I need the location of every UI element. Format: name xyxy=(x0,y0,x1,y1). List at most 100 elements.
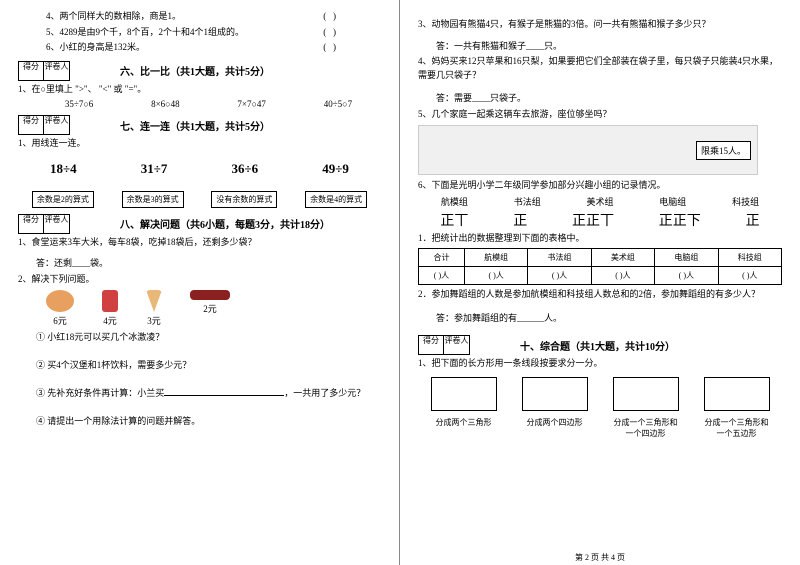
tf-q6: 6、小红的身高是132米。( ) xyxy=(18,41,381,55)
grader-cell: 评卷人 xyxy=(44,115,70,135)
rect-shape xyxy=(704,377,770,411)
icecream-icon xyxy=(146,290,162,312)
grp: 书法组 xyxy=(514,195,541,208)
q6: 6、下面是光明小学二年级同学参加部分兴趣小组的记录情况。 xyxy=(418,179,782,193)
food-item: 6元 xyxy=(46,290,74,327)
table-row: ( )人 ( )人 ( )人 ( )人 ( )人 ( )人 xyxy=(419,267,782,285)
grp: 航模组 xyxy=(441,195,468,208)
th: 美术组 xyxy=(591,249,654,267)
opt: 8×6○48 xyxy=(151,99,180,109)
expr: 36÷6 xyxy=(232,161,259,177)
sec8-q2: 2、解决下列问题。 xyxy=(18,273,381,287)
tally: 正丅 xyxy=(440,210,468,230)
tf-q4: 4、两个同样大的数相除，商是1。 ( ) xyxy=(18,10,381,24)
q4-ans: 答：需要____只袋子。 xyxy=(418,92,782,106)
grader-cell: 评卷人 xyxy=(44,214,70,234)
q6-sub2: 2．参加舞蹈组的人数是参加航模组和科技组人数总和的2倍，参加舞蹈组的有多少人？ xyxy=(418,288,782,302)
text: 6、小红的身高是132米。 xyxy=(46,42,145,52)
td: ( )人 xyxy=(419,267,465,285)
sec10-q1: 1、把下面的长方形用一条线段按要求分一分。 xyxy=(418,357,782,371)
th: 电脑组 xyxy=(655,249,718,267)
food-item: 3元 xyxy=(146,290,162,327)
blank xyxy=(164,386,284,396)
section-7-title: 七、连一连（共1大题，共计5分） xyxy=(120,118,270,133)
td: ( )人 xyxy=(591,267,654,285)
group-names: 航模组 书法组 美术组 电脑组 科技组 xyxy=(418,195,782,208)
text: 4、两个同样大的数相除，商是1。 xyxy=(46,11,181,21)
q3: 3、动物园有熊猫4只，有猴子是熊猫的3倍。问一共有熊猫和猴子多少只？ xyxy=(418,18,782,32)
rect-labels: 分成两个三角形 分成两个四边形 分成一个三角形和一个四边形 分成一个三角形和一个… xyxy=(418,417,782,439)
opt: 35÷7○6 xyxy=(65,99,93,109)
bus-image: 限乘15人。 xyxy=(418,125,758,175)
td: ( )人 xyxy=(655,267,718,285)
tally: 正 xyxy=(513,210,527,230)
bus-capacity: 限乘15人。 xyxy=(696,141,751,160)
price: 4元 xyxy=(102,314,118,327)
grader-cell: 评卷人 xyxy=(444,335,470,355)
th: 书法组 xyxy=(528,249,591,267)
price: 3元 xyxy=(146,314,162,327)
lbl: 分成一个三角形和一个五边形 xyxy=(702,417,772,439)
lbl: 分成两个三角形 xyxy=(429,417,499,439)
food-row: 6元 4元 3元 2元 xyxy=(46,290,381,327)
th: 航模组 xyxy=(464,249,527,267)
score-box-10: 得分 评卷人 十、综合题（共1大题，共计10分） xyxy=(418,335,782,355)
score-box-6: 得分 评卷人 六、比一比（共1大题，共计5分） xyxy=(18,61,381,81)
score-cell: 得分 xyxy=(18,115,44,135)
opt: 40÷5○7 xyxy=(324,99,352,109)
sec8-sub3: ③ 先补充好条件再计算：小兰买 ，一共用了多少元？ xyxy=(18,386,381,401)
section-10-title: 十、综合题（共1大题，共计10分） xyxy=(520,338,675,353)
section-8-title: 八、解决问题（共6小题，每题3分，共计18分） xyxy=(120,216,330,231)
q6-sub1: 1．把统计出的数据整理到下面的表格中。 xyxy=(418,232,782,246)
tally: 正 xyxy=(746,210,760,230)
expr: 18÷4 xyxy=(50,161,77,177)
food-item: 4元 xyxy=(102,290,118,327)
text: ③ 先补充好条件再计算：小兰买 xyxy=(36,388,164,398)
tag: 余数是4的算式 xyxy=(305,191,367,208)
burger-icon xyxy=(46,290,74,312)
sec8-sub4: ④ 请提出一个用除法计算的问题并解答。 xyxy=(18,415,381,429)
rect-shape xyxy=(613,377,679,411)
score-cell: 得分 xyxy=(18,61,44,81)
sec8-q1: 1、食堂运来3车大米，每车8袋，吃掉18袋后，还剩多少袋？ xyxy=(18,236,381,250)
drink-icon xyxy=(102,290,118,312)
tally: 正正丅 xyxy=(572,210,614,230)
price: 2元 xyxy=(190,302,230,315)
lbl: 分成一个三角形和一个四边形 xyxy=(611,417,681,439)
tag: 没有余数的算式 xyxy=(211,191,277,208)
q3-ans: 答：一共有熊猫和猴子____只。 xyxy=(418,40,782,54)
score-box-8: 得分 评卷人 八、解决问题（共6小题，每题3分，共计18分） xyxy=(18,214,381,234)
left-column: 4、两个同样大的数相除，商是1。 ( ) 5、4289是由9个千，8个百，2个十和… xyxy=(0,0,400,565)
grp: 科技组 xyxy=(732,195,759,208)
score-cell: 得分 xyxy=(418,335,444,355)
expr: 31÷7 xyxy=(141,161,168,177)
section-6-title: 六、比一比（共1大题，共计5分） xyxy=(120,63,270,78)
score-cell: 得分 xyxy=(18,214,44,234)
tally-marks: 正丅 正 正正丅 正正下 正 xyxy=(418,210,782,230)
sec6-opts: 35÷7○6 8×6○48 7×7○47 40÷5○7 xyxy=(18,99,381,109)
right-column: 3、动物园有熊猫4只，有猴子是熊猫的3倍。问一共有熊猫和猴子多少只？ 答：一共有… xyxy=(400,0,800,565)
candy-icon xyxy=(190,290,230,300)
tf-q5: 5、4289是由9个千，8个百，2个十和4个1组成的。( ) xyxy=(18,26,381,40)
sec7-tags: 余数是2的算式 余数是3的算式 没有余数的算式 余数是4的算式 xyxy=(18,191,381,208)
sec6-q1: 1、在○里填上 ">"、 "<" 或 "="。 xyxy=(18,83,381,97)
tag: 余数是2的算式 xyxy=(32,191,94,208)
td: ( )人 xyxy=(718,267,781,285)
text: ，一共用了多少元？ xyxy=(284,388,365,398)
table-row: 合计 航模组 书法组 美术组 电脑组 科技组 xyxy=(419,249,782,267)
th: 科技组 xyxy=(718,249,781,267)
stats-table: 合计 航模组 书法组 美术组 电脑组 科技组 ( )人 ( )人 ( )人 ( … xyxy=(418,248,782,285)
paren: ( ) xyxy=(323,10,336,24)
grader-cell: 评卷人 xyxy=(44,61,70,81)
rects-row xyxy=(418,377,782,411)
tag: 余数是3的算式 xyxy=(122,191,184,208)
opt: 7×7○47 xyxy=(237,99,266,109)
sec8-sub2: ② 买4个汉堡和1杯饮料，需要多少元？ xyxy=(18,359,381,373)
sec8-ans: 答：还剩____袋。 xyxy=(18,257,381,271)
tally: 正正下 xyxy=(659,210,701,230)
rect-shape xyxy=(431,377,497,411)
price: 6元 xyxy=(46,314,74,327)
rect-shape xyxy=(522,377,588,411)
sec8-sub1: ① 小红18元可以买几个冰激凌？ xyxy=(18,331,381,345)
food-item: 2元 xyxy=(190,290,230,327)
